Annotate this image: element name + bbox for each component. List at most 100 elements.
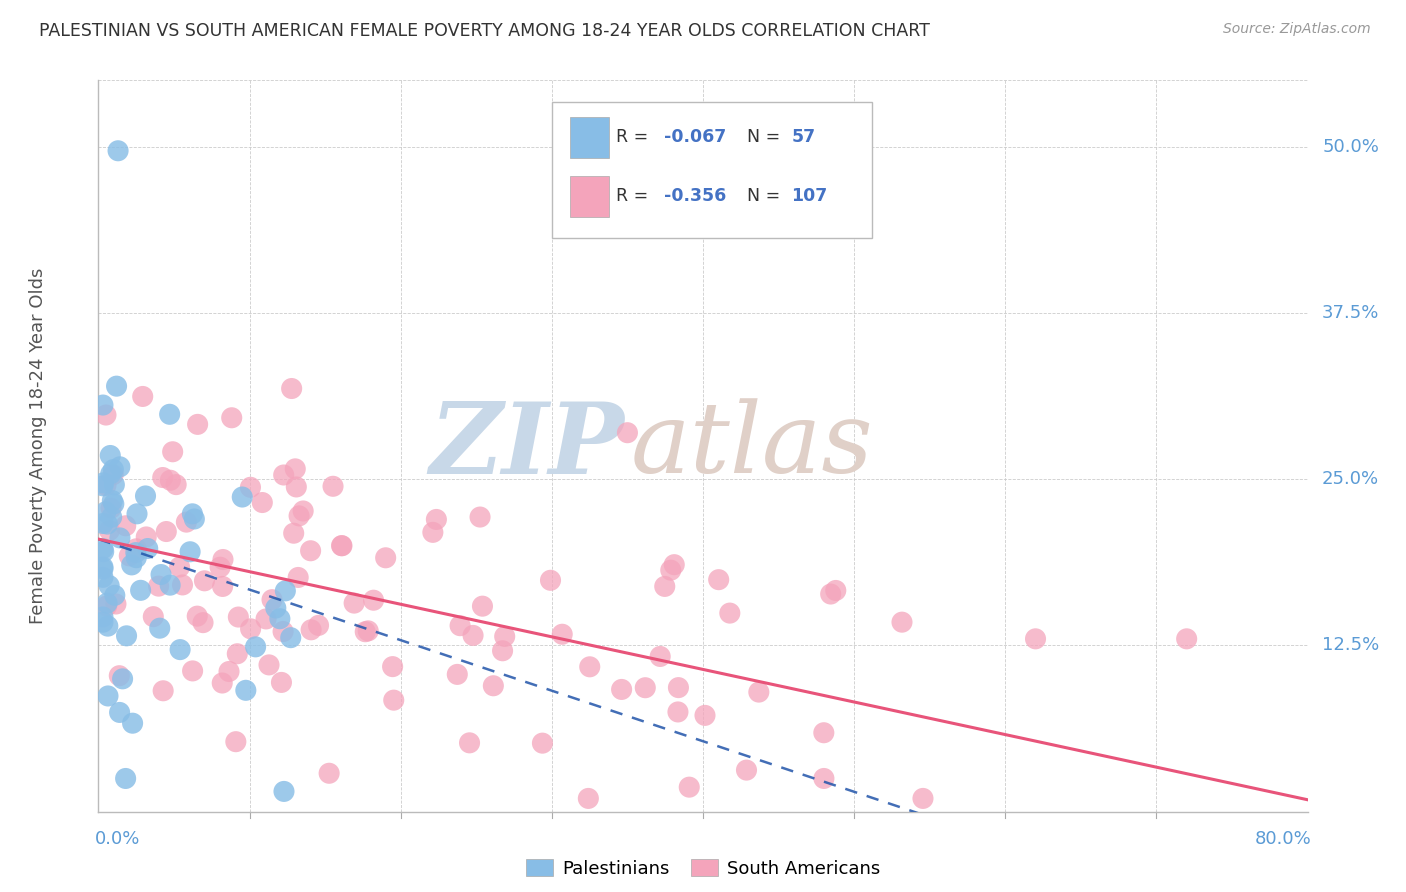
Point: [125, 507, 148, 521]
Point: [299, 543, 322, 558]
Point: [135, 530, 157, 544]
Point: [280, 631, 302, 645]
Point: [735, 763, 758, 777]
Point: [659, 563, 682, 577]
Point: [226, 647, 249, 661]
Point: [231, 490, 253, 504]
Point: [121, 716, 143, 731]
Point: [91, 560, 114, 574]
Point: [264, 601, 287, 615]
Point: [813, 725, 835, 739]
Point: [155, 524, 177, 539]
Point: [252, 495, 274, 509]
Point: [578, 660, 600, 674]
Point: [471, 599, 494, 614]
Text: atlas: atlas: [630, 399, 873, 493]
Point: [191, 615, 214, 630]
Point: [269, 612, 291, 626]
Point: [678, 780, 700, 794]
Text: 25.0%: 25.0%: [1322, 470, 1379, 488]
Point: [91, 570, 114, 584]
Point: [381, 659, 404, 673]
Point: [183, 512, 205, 526]
Point: [107, 144, 129, 158]
Point: [748, 685, 770, 699]
Point: [425, 512, 447, 526]
Point: [93, 475, 115, 490]
Point: [308, 618, 330, 632]
Point: [97, 619, 120, 633]
FancyBboxPatch shape: [569, 117, 609, 158]
Point: [634, 681, 657, 695]
Point: [152, 683, 174, 698]
Point: [103, 462, 125, 476]
Text: -0.067: -0.067: [664, 128, 727, 145]
Point: [257, 657, 280, 672]
Point: [169, 560, 191, 574]
Point: [274, 583, 297, 598]
Point: [96, 599, 118, 613]
Text: 57: 57: [792, 128, 815, 145]
Point: [449, 618, 471, 632]
Point: [650, 649, 672, 664]
Text: 107: 107: [792, 186, 828, 204]
Point: [531, 736, 554, 750]
Point: [134, 489, 156, 503]
Point: [142, 609, 165, 624]
Point: [114, 772, 136, 786]
Point: [666, 705, 689, 719]
Point: [125, 541, 148, 556]
Point: [211, 676, 233, 690]
Point: [149, 621, 172, 635]
Point: [283, 526, 305, 541]
Point: [125, 550, 148, 565]
Point: [176, 515, 198, 529]
Point: [187, 417, 209, 432]
Point: [94, 505, 117, 519]
Point: [104, 588, 127, 602]
FancyBboxPatch shape: [551, 103, 872, 237]
Point: [93, 544, 115, 558]
Point: [98, 578, 121, 592]
Point: [374, 550, 396, 565]
Point: [104, 597, 127, 611]
Point: [357, 624, 380, 638]
Point: [616, 425, 638, 440]
Point: [446, 667, 468, 681]
Point: [458, 736, 481, 750]
Point: [91, 516, 114, 531]
Point: [287, 570, 309, 584]
Point: [299, 623, 322, 637]
Point: [101, 493, 124, 508]
Point: [114, 518, 136, 533]
Point: [129, 583, 152, 598]
Point: [108, 669, 131, 683]
Point: [494, 629, 516, 643]
Point: [193, 574, 215, 588]
Point: [91, 610, 114, 624]
Point: [98, 449, 121, 463]
Point: [94, 478, 117, 492]
Text: 37.5%: 37.5%: [1322, 304, 1379, 322]
Point: [159, 578, 181, 592]
Point: [354, 624, 377, 639]
Point: [111, 672, 134, 686]
Text: N =: N =: [747, 128, 780, 145]
Point: [212, 552, 235, 566]
Point: [468, 510, 491, 524]
Point: [239, 480, 262, 494]
Point: [668, 681, 690, 695]
Point: [363, 593, 385, 607]
Point: [235, 683, 257, 698]
Point: [98, 524, 121, 538]
Point: [271, 624, 294, 639]
Point: [292, 504, 315, 518]
Text: Source: ZipAtlas.com: Source: ZipAtlas.com: [1223, 22, 1371, 37]
Point: [103, 477, 125, 491]
Point: [150, 567, 173, 582]
Point: [218, 665, 240, 679]
Point: [91, 398, 114, 412]
Point: [382, 693, 405, 707]
Point: [162, 444, 184, 458]
Point: [118, 549, 141, 563]
